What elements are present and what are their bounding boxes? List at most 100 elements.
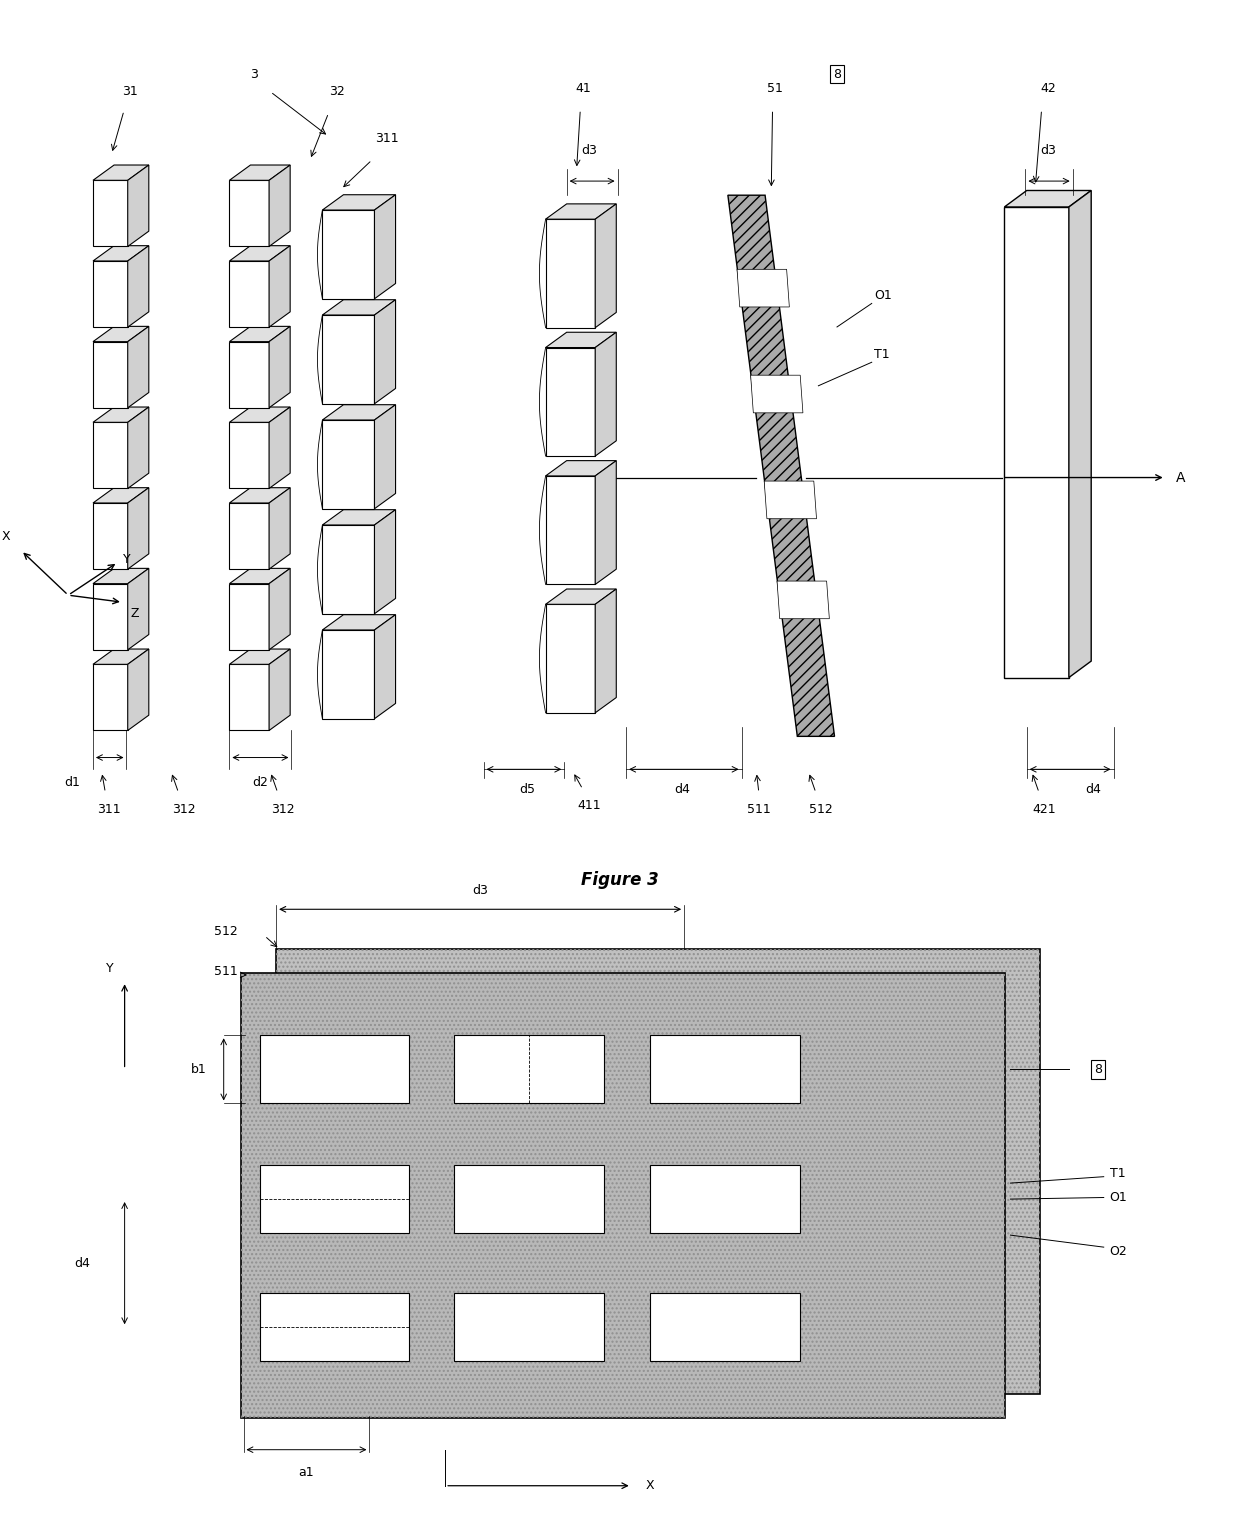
- Text: 411: 411: [577, 799, 601, 813]
- Bar: [260, 1293, 409, 1362]
- Polygon shape: [128, 650, 149, 730]
- Polygon shape: [322, 316, 374, 404]
- Polygon shape: [93, 422, 128, 488]
- Text: 8: 8: [833, 67, 841, 81]
- Polygon shape: [322, 419, 374, 509]
- Polygon shape: [322, 615, 396, 630]
- Text: Z: Z: [130, 607, 139, 621]
- Polygon shape: [93, 488, 149, 503]
- Text: X: X: [2, 531, 10, 543]
- Polygon shape: [229, 342, 269, 407]
- Polygon shape: [546, 332, 616, 348]
- Polygon shape: [93, 180, 128, 247]
- Bar: [650, 1165, 800, 1234]
- Bar: [650, 1293, 800, 1362]
- Polygon shape: [595, 461, 616, 584]
- Text: 512: 512: [808, 802, 833, 816]
- Polygon shape: [229, 650, 290, 665]
- Text: 41: 41: [575, 82, 590, 95]
- Bar: [650, 1035, 800, 1104]
- Text: d3: d3: [1040, 143, 1055, 157]
- Text: 512: 512: [215, 926, 238, 938]
- Polygon shape: [229, 180, 269, 247]
- Bar: [241, 973, 1004, 1418]
- Polygon shape: [128, 569, 149, 650]
- Text: 312: 312: [270, 802, 295, 816]
- Text: a1: a1: [299, 1466, 314, 1479]
- Polygon shape: [269, 488, 290, 569]
- Polygon shape: [229, 261, 269, 328]
- Bar: [277, 949, 1039, 1394]
- Bar: [260, 1165, 409, 1234]
- Polygon shape: [269, 165, 290, 247]
- Polygon shape: [269, 569, 290, 650]
- Polygon shape: [546, 348, 595, 456]
- Text: 42: 42: [1040, 82, 1055, 95]
- Polygon shape: [93, 650, 149, 665]
- Polygon shape: [1004, 207, 1069, 677]
- Polygon shape: [546, 589, 616, 604]
- Polygon shape: [93, 326, 149, 342]
- Text: 312: 312: [171, 802, 196, 816]
- Polygon shape: [229, 488, 290, 503]
- Polygon shape: [374, 300, 396, 404]
- Text: T1: T1: [1110, 1167, 1125, 1180]
- Text: d5: d5: [520, 782, 534, 796]
- Polygon shape: [595, 589, 616, 712]
- Text: d3: d3: [472, 884, 489, 897]
- Polygon shape: [750, 375, 804, 413]
- Bar: [455, 1165, 604, 1234]
- Text: O1: O1: [1110, 1191, 1127, 1205]
- Bar: [455, 1293, 604, 1362]
- Polygon shape: [269, 326, 290, 407]
- Bar: [241, 973, 1004, 1418]
- Polygon shape: [374, 404, 396, 509]
- Text: d1: d1: [64, 776, 79, 788]
- Text: d3: d3: [582, 143, 596, 157]
- Text: 51: 51: [768, 82, 782, 95]
- Text: O2: O2: [1110, 1244, 1127, 1258]
- Polygon shape: [229, 569, 290, 584]
- Text: 31: 31: [123, 85, 138, 98]
- Text: Figure 3: Figure 3: [582, 871, 658, 889]
- Polygon shape: [374, 509, 396, 613]
- Polygon shape: [93, 503, 128, 569]
- Polygon shape: [374, 615, 396, 718]
- Polygon shape: [1069, 191, 1091, 677]
- Polygon shape: [546, 476, 595, 584]
- Polygon shape: [728, 195, 835, 737]
- Text: 511: 511: [746, 802, 771, 816]
- Text: 421: 421: [1032, 802, 1056, 816]
- Polygon shape: [93, 165, 149, 180]
- Text: O1: O1: [874, 288, 892, 302]
- Text: Y: Y: [123, 554, 130, 566]
- Polygon shape: [764, 480, 816, 518]
- Text: Y: Y: [105, 962, 113, 974]
- Text: T1: T1: [874, 348, 890, 360]
- Polygon shape: [128, 165, 149, 247]
- Polygon shape: [777, 581, 830, 619]
- Polygon shape: [229, 407, 290, 422]
- Polygon shape: [229, 326, 290, 342]
- Polygon shape: [595, 332, 616, 456]
- Polygon shape: [546, 204, 616, 220]
- Polygon shape: [93, 584, 128, 650]
- Polygon shape: [128, 407, 149, 488]
- Polygon shape: [322, 404, 396, 419]
- Polygon shape: [128, 246, 149, 328]
- Polygon shape: [229, 665, 269, 730]
- Text: X: X: [646, 1479, 655, 1493]
- Polygon shape: [229, 584, 269, 650]
- Text: 511: 511: [215, 965, 238, 978]
- Polygon shape: [229, 246, 290, 261]
- Polygon shape: [269, 650, 290, 730]
- Polygon shape: [93, 407, 149, 422]
- Text: 3: 3: [250, 67, 258, 81]
- Polygon shape: [737, 270, 790, 307]
- Polygon shape: [322, 195, 396, 210]
- Polygon shape: [93, 261, 128, 328]
- Bar: [260, 1035, 409, 1104]
- Bar: [455, 1035, 604, 1104]
- Polygon shape: [93, 246, 149, 261]
- Text: d4: d4: [73, 1257, 89, 1270]
